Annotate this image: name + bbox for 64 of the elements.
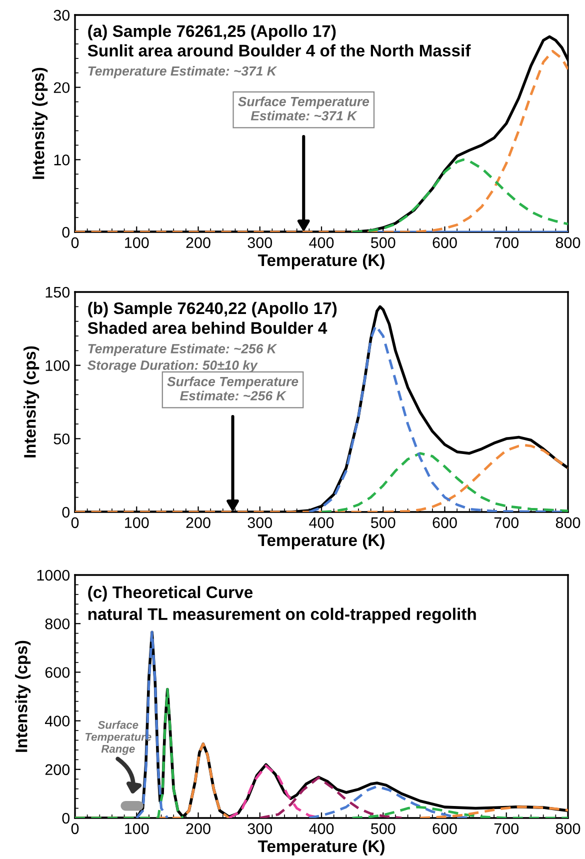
y-tick-label: 600: [45, 667, 70, 678]
x-tick-label: 800: [556, 237, 580, 248]
x-tick-label: 100: [125, 823, 149, 834]
y-axis-title: Intensity (cps): [24, 346, 40, 458]
y-tick-label: 0: [62, 506, 70, 518]
y-tick-label: 200: [45, 764, 70, 776]
x-tick-label: 700: [494, 823, 519, 834]
annotation: Temperature Estimate: ~371 K: [88, 66, 278, 78]
text: natural TL measurement on cold-trapped regolith: [88, 608, 476, 624]
x-tick-label: 0: [71, 517, 79, 528]
x-tick-label: 400: [309, 237, 334, 248]
annotation: Surface Temperature Estimate: ~371 K: [238, 96, 370, 120]
x-tick-label: 0: [71, 823, 79, 834]
y-tick-label: 30: [54, 10, 70, 21]
y-tick-label: 400: [45, 716, 70, 726]
x-tick-label: 800: [556, 823, 580, 834]
text: (b) Sample 76240,22 (Apollo 17): [88, 302, 337, 318]
y-tick-label: 10: [54, 154, 70, 166]
line-series: [351, 158, 568, 232]
annotation: Surface Temperature Estimate: ~256 K: [167, 376, 298, 400]
x-tick-label: 600: [432, 823, 457, 834]
y-tick-label: 150: [46, 286, 70, 298]
x-tick-label: 800: [556, 517, 580, 528]
line-series: [351, 806, 568, 818]
x-tick-label: 200: [186, 823, 210, 834]
y-tick-label: 1000: [37, 570, 70, 581]
x-tick-label: 400: [309, 517, 334, 528]
annotation: Storage Duration: 50±10 ky: [87, 360, 258, 372]
y-tick-label: 100: [46, 360, 70, 372]
line-series: [320, 452, 568, 512]
text: Shaded area behind Boulder 4: [88, 322, 328, 334]
y-tick-label: 20: [54, 82, 70, 94]
y-tick-label: 800: [45, 618, 70, 630]
x-tick-label: 300: [248, 237, 272, 248]
x-axis-title: Temperature (K): [258, 840, 384, 856]
x-axis-title: Temperature (K): [258, 254, 384, 270]
x-tick-label: 600: [432, 517, 457, 528]
x-tick-label: 700: [494, 517, 519, 528]
x-tick-label: 200: [186, 517, 210, 528]
annotation: Temperature Estimate: ~256 K: [88, 344, 278, 356]
x-tick-label: 600: [432, 237, 457, 248]
x-tick-label: 200: [186, 237, 210, 248]
y-tick-label: 0: [62, 812, 70, 824]
x-tick-label: 300: [248, 823, 272, 834]
text: Sunlit area around Boulder 4 of the North Massif: [88, 44, 471, 57]
x-tick-label: 500: [370, 517, 396, 528]
x-tick-label: 500: [370, 823, 396, 834]
x-tick-label: 400: [309, 823, 334, 834]
line-series: [418, 806, 568, 818]
y-tick-label: 0: [62, 226, 70, 238]
line-series: [258, 776, 403, 818]
x-axis-title: Temperature (K): [258, 534, 384, 550]
x-tick-label: 700: [494, 237, 519, 248]
y-tick-label: 50: [54, 434, 70, 444]
x-tick-label: 0: [71, 237, 79, 248]
y-axis-title: Intensity (cps): [32, 68, 48, 179]
line-series: [75, 688, 184, 818]
x-tick-label: 500: [370, 237, 396, 248]
x-tick-label: 100: [125, 517, 149, 528]
x-tick-label: 100: [125, 237, 149, 248]
text: (a) Sample 76261,25 (Apollo 17): [88, 24, 336, 40]
text: (c) Theoretical Curve: [88, 586, 253, 602]
y-axis-title: Intensity (cps): [15, 640, 31, 752]
x-tick-label: 300: [248, 517, 272, 528]
